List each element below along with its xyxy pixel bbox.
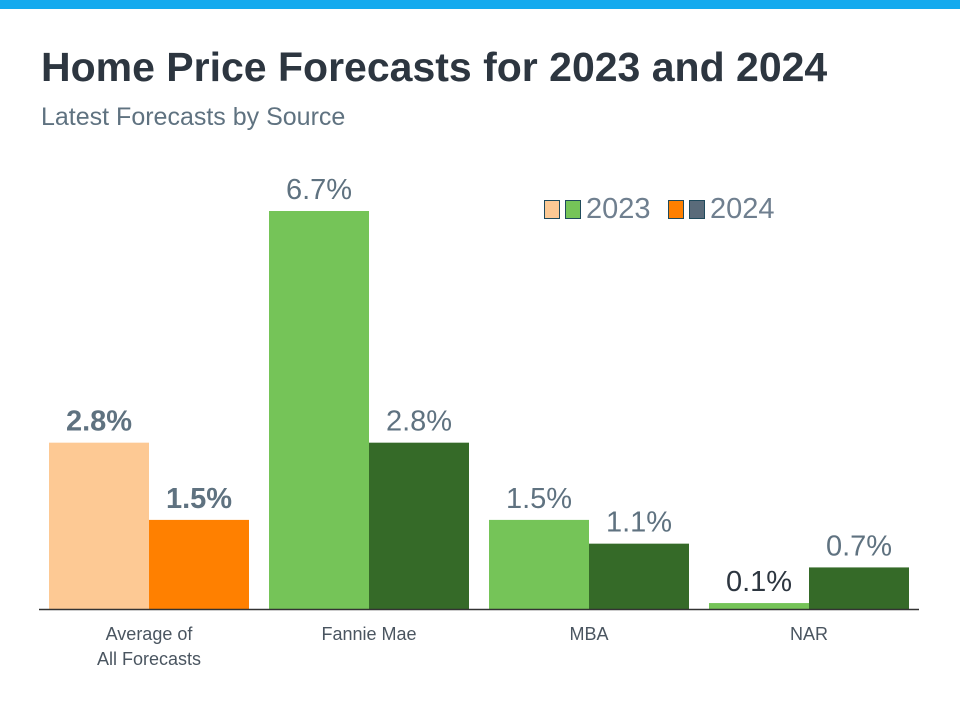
legend-swatch-source-2023 xyxy=(565,199,581,219)
data-label: 0.7% xyxy=(826,530,892,562)
category-label: NAR xyxy=(790,624,828,644)
bar-2024 xyxy=(809,567,909,609)
legend-item-2024: 2024 xyxy=(668,192,775,226)
legend-label-2024: 2024 xyxy=(710,192,775,225)
top-accent-bar xyxy=(0,0,960,9)
page-subtitle: Latest Forecasts by Source xyxy=(41,103,346,131)
bar-2023 xyxy=(269,211,369,609)
data-label: 6.7% xyxy=(286,174,352,206)
legend-label-2023: 2023 xyxy=(586,192,651,225)
legend-item-2023: 2023 xyxy=(544,192,651,226)
category-label: MBA xyxy=(569,624,608,644)
data-label: 1.1% xyxy=(606,507,672,539)
data-label: 0.1% xyxy=(726,566,792,598)
bar-2024 xyxy=(369,442,469,609)
category-label: Fannie Mae xyxy=(321,624,416,644)
category-label: Average of xyxy=(106,624,194,644)
bar-2024 xyxy=(149,519,249,609)
data-label: 1.5% xyxy=(166,483,232,515)
data-label: 1.5% xyxy=(506,483,572,515)
category-label: All Forecasts xyxy=(97,649,201,669)
legend-swatch-source-2024 xyxy=(689,199,705,219)
page-title: Home Price Forecasts for 2023 and 2024 xyxy=(41,44,828,90)
data-label: 2.8% xyxy=(386,406,452,438)
data-label: 2.8% xyxy=(66,406,132,438)
legend-swatch-average-2023 xyxy=(544,199,560,219)
bar-2023 xyxy=(489,519,589,609)
bar-2023 xyxy=(709,603,809,609)
bar-2023 xyxy=(49,442,149,609)
legend-swatch-average-2024 xyxy=(668,199,684,219)
bar-2024 xyxy=(589,543,689,609)
